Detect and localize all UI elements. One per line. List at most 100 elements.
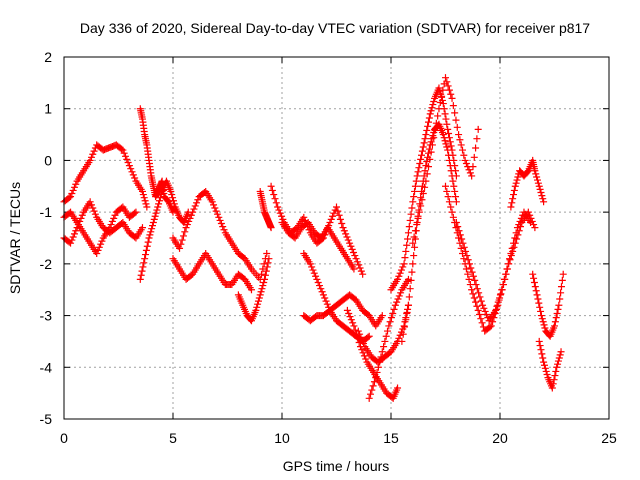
data-point bbox=[537, 188, 545, 196]
data-point bbox=[539, 195, 547, 203]
data-point bbox=[447, 167, 455, 175]
series-arc-16 bbox=[365, 275, 412, 402]
data-point bbox=[408, 204, 416, 212]
data-point bbox=[425, 114, 433, 122]
series-arc-19 bbox=[409, 74, 482, 247]
data-point bbox=[445, 156, 453, 164]
data-point bbox=[512, 179, 520, 187]
data-point bbox=[187, 211, 195, 219]
data-point bbox=[539, 318, 547, 326]
data-point bbox=[505, 260, 513, 268]
data-point bbox=[507, 203, 515, 211]
data-point bbox=[557, 283, 565, 291]
data-point bbox=[309, 266, 317, 274]
data-point bbox=[373, 368, 381, 376]
data-point bbox=[108, 217, 116, 225]
data-point bbox=[387, 314, 395, 322]
data-point bbox=[132, 208, 140, 216]
data-point bbox=[177, 240, 185, 248]
data-point bbox=[142, 251, 150, 259]
data-point bbox=[422, 131, 430, 139]
data-point bbox=[93, 250, 101, 258]
data-point bbox=[452, 193, 460, 201]
data-point bbox=[140, 194, 148, 202]
data-point bbox=[446, 138, 454, 146]
y-tick-label: 2 bbox=[44, 49, 52, 65]
data-point bbox=[389, 310, 397, 318]
data-point bbox=[411, 182, 419, 190]
data-point bbox=[499, 281, 507, 289]
data-point bbox=[438, 92, 446, 100]
data-point bbox=[357, 267, 365, 275]
data-point bbox=[141, 255, 149, 263]
data-point bbox=[68, 236, 76, 244]
data-point bbox=[457, 244, 465, 252]
data-point bbox=[378, 312, 386, 320]
data-point bbox=[145, 234, 153, 242]
data-point bbox=[430, 97, 438, 105]
data-point bbox=[510, 243, 518, 251]
data-point bbox=[87, 201, 95, 209]
y-tick-label: -2 bbox=[40, 256, 53, 272]
data-point bbox=[408, 268, 416, 276]
data-point bbox=[442, 182, 449, 190]
data-point bbox=[272, 199, 280, 207]
data-point bbox=[275, 206, 283, 214]
data-point bbox=[402, 316, 410, 324]
data-point bbox=[479, 301, 487, 309]
data-point bbox=[384, 327, 392, 335]
data-point bbox=[462, 247, 470, 255]
data-point bbox=[86, 156, 94, 164]
data-point bbox=[510, 186, 518, 194]
data-point bbox=[558, 276, 566, 284]
data-point bbox=[515, 227, 523, 235]
data-point bbox=[453, 123, 461, 131]
data-point bbox=[121, 152, 129, 160]
series-arc-6 bbox=[169, 187, 271, 283]
data-point bbox=[141, 197, 149, 205]
data-point bbox=[418, 196, 426, 204]
data-point bbox=[541, 364, 549, 372]
data-point bbox=[443, 187, 451, 195]
data-point bbox=[538, 315, 546, 323]
data-point bbox=[333, 203, 340, 211]
data-point bbox=[473, 302, 481, 310]
data-point bbox=[470, 153, 478, 161]
data-point bbox=[426, 155, 434, 163]
data-point bbox=[417, 202, 425, 210]
data-point bbox=[540, 321, 548, 329]
data-point bbox=[65, 194, 73, 202]
data-point bbox=[457, 141, 465, 149]
data-point bbox=[399, 330, 407, 338]
data-point bbox=[393, 298, 401, 306]
data-point bbox=[410, 252, 418, 260]
data-point bbox=[459, 146, 467, 154]
data-point bbox=[397, 266, 405, 274]
data-point bbox=[314, 278, 322, 286]
data-point bbox=[347, 242, 355, 250]
data-point bbox=[70, 230, 78, 238]
data-point bbox=[460, 255, 468, 263]
data-point bbox=[494, 298, 502, 306]
data-point bbox=[329, 212, 337, 220]
data-point bbox=[69, 186, 77, 194]
data-point bbox=[91, 210, 99, 218]
data-point bbox=[368, 386, 376, 394]
data-point bbox=[255, 294, 263, 302]
data-point bbox=[415, 208, 423, 216]
data-point bbox=[552, 367, 560, 375]
data-point bbox=[416, 160, 424, 168]
data-point bbox=[533, 176, 541, 184]
data-point bbox=[439, 86, 447, 94]
data-point bbox=[458, 235, 466, 243]
series-arc-21 bbox=[452, 208, 539, 325]
data-point bbox=[436, 87, 444, 95]
data-point bbox=[533, 291, 541, 299]
data-point bbox=[421, 135, 429, 143]
data-point bbox=[535, 299, 543, 307]
data-point bbox=[345, 310, 353, 318]
data-point bbox=[89, 204, 97, 212]
data-point bbox=[414, 168, 422, 176]
data-point bbox=[417, 155, 425, 163]
data-point bbox=[67, 239, 75, 247]
